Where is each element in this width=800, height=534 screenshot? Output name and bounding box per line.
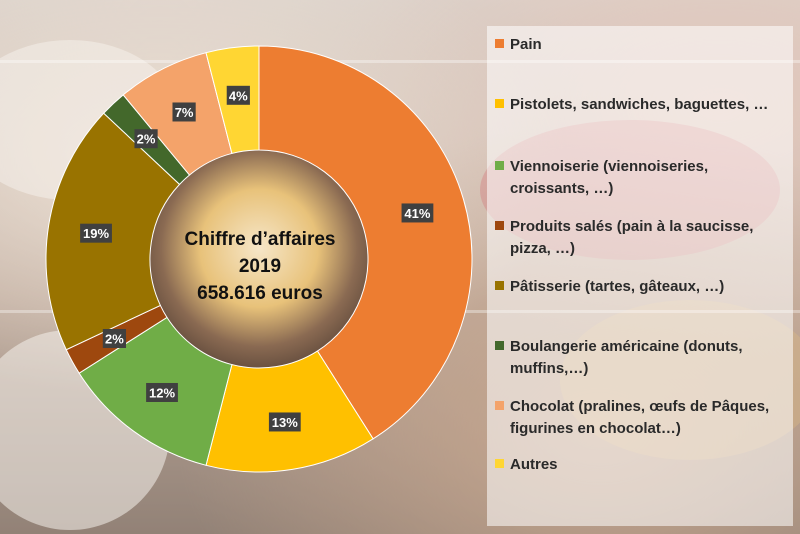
legend-label: Autres (510, 456, 558, 473)
donut-chart: 41% 13% 12% 2% 19% 2% 7% 4% (45, 45, 473, 473)
legend-label: Viennoiserie (viennoiseries, croissants,… (510, 158, 709, 197)
legend-swatch (495, 39, 504, 48)
legend-swatch (495, 281, 504, 290)
legend-swatch (495, 401, 504, 410)
data-labels: 41% 13% 12% 2% 19% 2% 7% 4% (80, 85, 434, 432)
legend-label: Produits salés (pain à la saucisse, pizz… (510, 218, 754, 257)
data-label-box (268, 412, 301, 432)
data-label-box (102, 328, 127, 348)
donut-slices (45, 45, 473, 473)
legend-swatch (495, 221, 504, 230)
legend-label: Pâtisserie (tartes, gâteaux, …) (510, 278, 725, 295)
legend-label: Pistolets, sandwiches, baguettes, … (510, 96, 769, 113)
data-label-box (226, 85, 250, 105)
data-label-box (172, 102, 196, 122)
data-label: 12% (149, 385, 175, 400)
legend-panel (487, 26, 793, 526)
data-label-box (134, 129, 158, 149)
legend-label: Chocolat (pralines, œufs de Pâques, figu… (510, 398, 770, 437)
center-hole-image (150, 150, 368, 368)
center-label: Chiffre d’affaires 2019 658.616 euros (150, 226, 370, 307)
data-label: 41% (404, 206, 430, 221)
legend-swatch (495, 459, 504, 468)
donut-slice (258, 45, 473, 440)
donut-slice (45, 112, 181, 351)
data-label: 2% (105, 331, 124, 346)
data-label-box (80, 223, 112, 243)
shelf-line (0, 60, 800, 63)
legend-swatch (495, 161, 504, 170)
data-label: 2% (137, 132, 156, 147)
data-label-box (401, 203, 434, 223)
center-label-line-1: Chiffre d’affaires (184, 229, 336, 250)
legend-label: Pain (510, 36, 542, 53)
center-label-line-2: 2019 (238, 256, 282, 277)
data-label: 4% (229, 88, 248, 103)
data-label: 7% (175, 105, 194, 120)
data-label: 19% (83, 226, 109, 241)
center-label-line-3: 658.616 euros (197, 283, 323, 304)
legend-swatch (495, 341, 504, 350)
data-label: 13% (272, 415, 298, 430)
legend-label: Boulangerie américaine (donuts, muffins,… (510, 338, 743, 377)
legend-swatch (495, 99, 504, 108)
data-label-box (146, 382, 178, 402)
